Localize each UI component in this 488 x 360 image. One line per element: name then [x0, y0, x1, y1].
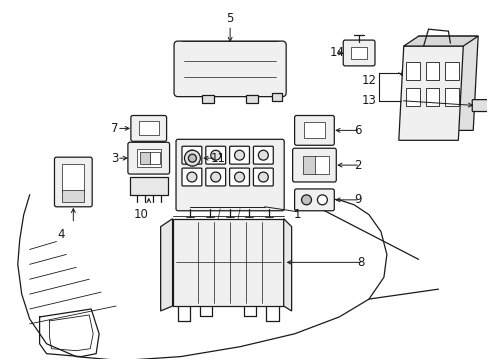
Text: 5: 5 — [226, 12, 233, 25]
Bar — [315, 156, 328, 174]
Circle shape — [188, 154, 196, 162]
FancyBboxPatch shape — [174, 41, 285, 96]
FancyBboxPatch shape — [471, 100, 487, 112]
FancyBboxPatch shape — [131, 116, 166, 141]
Bar — [149, 152, 160, 164]
FancyBboxPatch shape — [128, 142, 169, 174]
Circle shape — [317, 195, 326, 205]
Text: 10: 10 — [133, 208, 148, 221]
Bar — [62, 190, 84, 202]
Polygon shape — [403, 36, 477, 46]
FancyBboxPatch shape — [294, 189, 334, 211]
Polygon shape — [283, 219, 291, 311]
FancyBboxPatch shape — [343, 40, 374, 66]
Bar — [425, 88, 439, 105]
Bar — [350, 46, 366, 59]
FancyBboxPatch shape — [253, 168, 273, 186]
FancyBboxPatch shape — [182, 146, 202, 164]
FancyBboxPatch shape — [253, 146, 273, 164]
Bar — [172, 219, 283, 306]
Text: 4: 4 — [58, 228, 65, 240]
Bar — [425, 62, 439, 80]
Polygon shape — [161, 219, 172, 311]
Bar — [130, 177, 167, 195]
Bar — [245, 95, 257, 103]
Bar — [140, 152, 149, 164]
Circle shape — [186, 150, 197, 160]
Polygon shape — [398, 46, 462, 140]
Bar — [202, 95, 214, 103]
Polygon shape — [413, 36, 477, 130]
Bar — [139, 121, 158, 135]
FancyBboxPatch shape — [229, 168, 249, 186]
Bar — [445, 88, 458, 105]
Bar — [272, 93, 282, 100]
Circle shape — [234, 172, 244, 182]
Text: 9: 9 — [353, 193, 361, 206]
FancyBboxPatch shape — [292, 148, 336, 182]
Circle shape — [184, 150, 200, 166]
Text: 14: 14 — [328, 46, 344, 59]
FancyBboxPatch shape — [205, 146, 225, 164]
FancyBboxPatch shape — [176, 139, 284, 211]
Circle shape — [186, 172, 197, 182]
Circle shape — [258, 150, 268, 160]
Bar — [62, 164, 84, 192]
Bar — [445, 62, 458, 80]
Circle shape — [258, 172, 268, 182]
Text: 6: 6 — [353, 124, 361, 137]
FancyBboxPatch shape — [205, 168, 225, 186]
Bar — [303, 122, 325, 138]
Text: 2: 2 — [353, 159, 361, 172]
Circle shape — [210, 150, 220, 160]
Bar — [137, 149, 161, 167]
Circle shape — [234, 150, 244, 160]
Bar — [405, 62, 419, 80]
Text: 8: 8 — [356, 256, 364, 269]
FancyBboxPatch shape — [294, 116, 334, 145]
Text: 7: 7 — [111, 122, 118, 135]
Text: 11: 11 — [210, 152, 225, 165]
Bar — [405, 88, 419, 105]
FancyBboxPatch shape — [54, 157, 92, 207]
Text: 1: 1 — [293, 208, 301, 221]
FancyBboxPatch shape — [182, 168, 202, 186]
Circle shape — [301, 195, 311, 205]
Text: 13: 13 — [361, 94, 376, 107]
FancyBboxPatch shape — [229, 146, 249, 164]
Text: 3: 3 — [111, 152, 118, 165]
Circle shape — [210, 172, 220, 182]
Text: 12: 12 — [361, 74, 376, 87]
Bar — [302, 156, 316, 174]
